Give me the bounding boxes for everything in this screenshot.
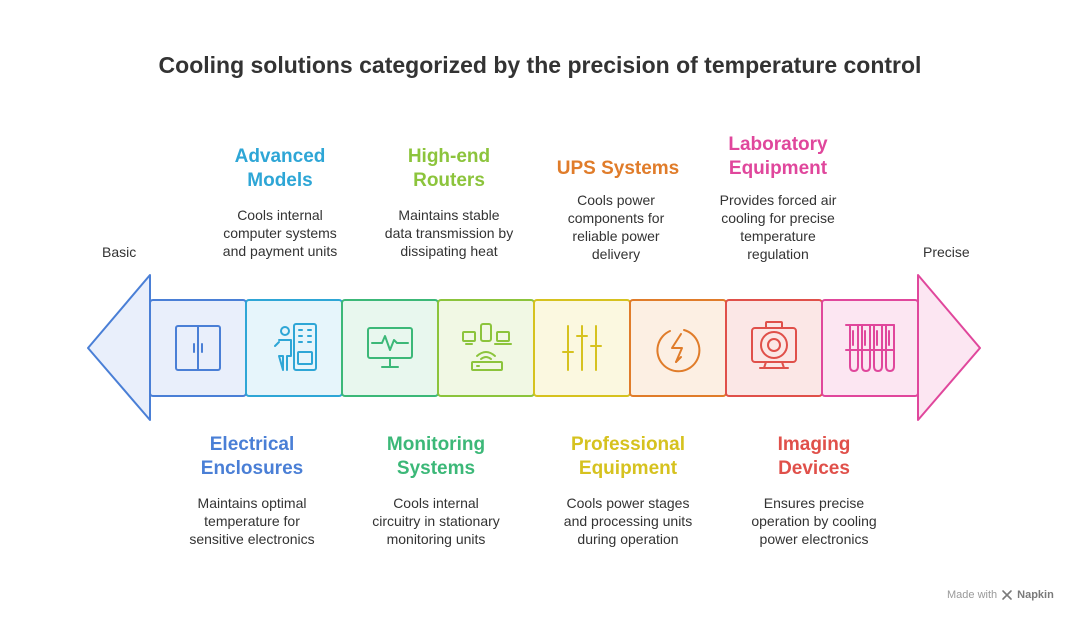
heading-line: Professional (570, 434, 686, 455)
desc-line: power electronics (759, 531, 869, 547)
desc-line: circuitry in stationary (372, 513, 500, 529)
napkin-brand: Napkin (1017, 589, 1054, 601)
desc-line: and payment units (222, 243, 338, 259)
desc-line: Cools internal (237, 207, 323, 223)
heart-monitor-icon (367, 327, 413, 368)
desc-line: computer systems (223, 225, 337, 241)
sliders-icon (562, 325, 602, 371)
desc-line: components for (567, 210, 665, 226)
heading-line: Equipment (578, 458, 678, 479)
scale-label-basic: Basic (102, 244, 137, 260)
heading-line: Advanced (234, 146, 326, 167)
person-kiosk-icon (274, 323, 317, 371)
heading-line: Systems (396, 458, 476, 479)
desc-line: cooling for precise (721, 210, 835, 226)
heading-line: Enclosures (200, 458, 304, 479)
heading-line: Laboratory (728, 134, 828, 155)
test-tubes-icon (845, 324, 895, 372)
heading-line: Models (247, 170, 313, 191)
heading-line: UPS Systems (556, 158, 680, 179)
desc-line: reliable power (572, 228, 660, 244)
power-bolt-icon (656, 329, 701, 373)
electrical-cabinet-icon (175, 325, 221, 371)
desc-line: and processing units (563, 513, 693, 529)
made-with-footer[interactable]: Made with Napkin (947, 589, 1054, 601)
desc-line: Maintains optimal (197, 495, 307, 511)
scale-label-precise: Precise (923, 244, 970, 260)
heading-line: Monitoring (386, 434, 486, 455)
desc-line: temperature for (204, 513, 300, 529)
desc-line: data transmission by (384, 225, 514, 241)
napkin-logo-icon (1002, 590, 1012, 600)
segment-imaging-devices (725, 299, 823, 397)
desc-line: Cools power stages (566, 495, 690, 511)
desc-line: Provides forced air (719, 192, 837, 208)
left-arrow-head (87, 274, 151, 421)
heading-line: Equipment (728, 158, 828, 179)
heading-line: High-end (407, 146, 491, 167)
heading-line: Electrical (209, 434, 295, 455)
right-arrow-head (917, 274, 981, 421)
desc-line: Cools power (577, 192, 655, 208)
mri-scanner-icon (751, 321, 797, 369)
segment-high-end-routers (437, 299, 535, 397)
desc-line: sensitive electronics (189, 531, 315, 547)
desc-line: delivery (591, 246, 641, 262)
desc-line: monitoring units (386, 531, 486, 547)
desc-line: operation by cooling (751, 513, 877, 529)
desc-line: Ensures precise (763, 495, 865, 511)
heading-line: Routers (413, 170, 485, 191)
page-title: Cooling solutions categorized by the pre… (158, 52, 922, 78)
desc-line: Maintains stable (398, 207, 500, 223)
desc-line: temperature (740, 228, 816, 244)
heading-line: Devices (778, 458, 850, 479)
router-devices-icon (462, 323, 512, 371)
heading-line: Imaging (777, 434, 851, 455)
desc-line: Cools internal (393, 495, 479, 511)
desc-line: dissipating heat (400, 243, 498, 259)
desc-line: during operation (577, 531, 679, 547)
made-with-text: Made with (947, 589, 998, 601)
desc-line: regulation (747, 246, 809, 262)
